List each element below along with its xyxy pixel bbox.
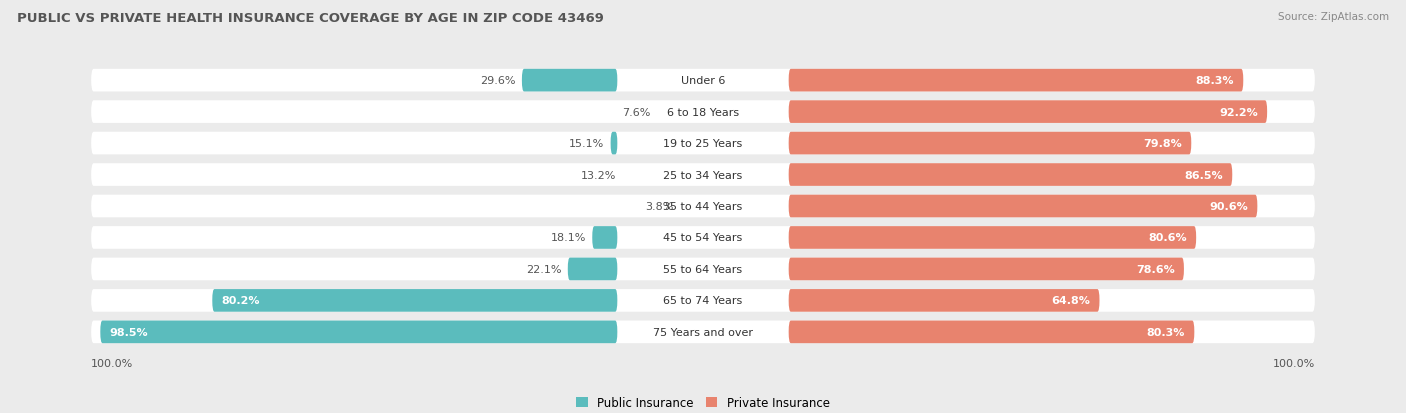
- FancyBboxPatch shape: [522, 70, 617, 92]
- FancyBboxPatch shape: [789, 101, 1267, 123]
- FancyBboxPatch shape: [91, 101, 1315, 123]
- FancyBboxPatch shape: [91, 195, 1315, 218]
- Text: 3.8%: 3.8%: [645, 202, 673, 211]
- Text: 64.8%: 64.8%: [1052, 296, 1090, 306]
- Text: 13.2%: 13.2%: [581, 170, 616, 180]
- FancyBboxPatch shape: [789, 227, 1197, 249]
- Text: 88.3%: 88.3%: [1195, 76, 1234, 86]
- FancyBboxPatch shape: [789, 258, 1184, 280]
- Legend: Public Insurance, Private Insurance: Public Insurance, Private Insurance: [571, 392, 835, 413]
- Text: 80.3%: 80.3%: [1147, 327, 1185, 337]
- Text: 90.6%: 90.6%: [1209, 202, 1249, 211]
- Text: 25 to 34 Years: 25 to 34 Years: [664, 170, 742, 180]
- Text: 65 to 74 Years: 65 to 74 Years: [664, 296, 742, 306]
- FancyBboxPatch shape: [91, 227, 1315, 249]
- Text: 45 to 54 Years: 45 to 54 Years: [664, 233, 742, 243]
- FancyBboxPatch shape: [568, 258, 617, 280]
- Text: 86.5%: 86.5%: [1184, 170, 1223, 180]
- FancyBboxPatch shape: [789, 133, 1191, 155]
- Text: 22.1%: 22.1%: [526, 264, 561, 274]
- Text: 29.6%: 29.6%: [481, 76, 516, 86]
- FancyBboxPatch shape: [91, 290, 1315, 312]
- FancyBboxPatch shape: [789, 164, 1232, 186]
- Text: 79.8%: 79.8%: [1143, 139, 1182, 149]
- FancyBboxPatch shape: [789, 321, 1194, 343]
- Text: 19 to 25 Years: 19 to 25 Years: [664, 139, 742, 149]
- Text: PUBLIC VS PRIVATE HEALTH INSURANCE COVERAGE BY AGE IN ZIP CODE 43469: PUBLIC VS PRIVATE HEALTH INSURANCE COVER…: [17, 12, 603, 25]
- FancyBboxPatch shape: [91, 133, 1315, 155]
- Text: 78.6%: 78.6%: [1136, 264, 1175, 274]
- Text: 15.1%: 15.1%: [569, 139, 605, 149]
- Text: 98.5%: 98.5%: [110, 327, 148, 337]
- FancyBboxPatch shape: [91, 258, 1315, 280]
- Text: 18.1%: 18.1%: [551, 233, 586, 243]
- FancyBboxPatch shape: [789, 70, 1243, 92]
- Text: Under 6: Under 6: [681, 76, 725, 86]
- FancyBboxPatch shape: [212, 290, 617, 312]
- FancyBboxPatch shape: [789, 195, 1257, 218]
- Text: 100.0%: 100.0%: [91, 358, 134, 368]
- FancyBboxPatch shape: [610, 133, 617, 155]
- Text: Source: ZipAtlas.com: Source: ZipAtlas.com: [1278, 12, 1389, 22]
- Text: 55 to 64 Years: 55 to 64 Years: [664, 264, 742, 274]
- FancyBboxPatch shape: [100, 321, 617, 343]
- FancyBboxPatch shape: [91, 70, 1315, 92]
- Text: 75 Years and over: 75 Years and over: [652, 327, 754, 337]
- Text: 7.6%: 7.6%: [621, 107, 651, 117]
- FancyBboxPatch shape: [592, 227, 617, 249]
- Text: 80.2%: 80.2%: [222, 296, 260, 306]
- Text: 92.2%: 92.2%: [1219, 107, 1258, 117]
- FancyBboxPatch shape: [91, 321, 1315, 343]
- Text: 100.0%: 100.0%: [1272, 358, 1315, 368]
- FancyBboxPatch shape: [789, 290, 1099, 312]
- FancyBboxPatch shape: [91, 164, 1315, 186]
- Text: 35 to 44 Years: 35 to 44 Years: [664, 202, 742, 211]
- Text: 80.6%: 80.6%: [1149, 233, 1187, 243]
- Text: 6 to 18 Years: 6 to 18 Years: [666, 107, 740, 117]
